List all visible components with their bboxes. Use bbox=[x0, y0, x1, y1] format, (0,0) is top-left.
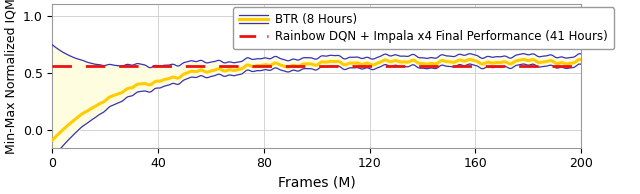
X-axis label: Frames (M): Frames (M) bbox=[278, 176, 356, 190]
Y-axis label: Min-Max Normalized IQM: Min-Max Normalized IQM bbox=[4, 0, 17, 154]
Legend: BTR (8 Hours), Rainbow DQN + Impala x4 Final Performance (41 Hours): BTR (8 Hours), Rainbow DQN + Impala x4 F… bbox=[233, 7, 614, 49]
